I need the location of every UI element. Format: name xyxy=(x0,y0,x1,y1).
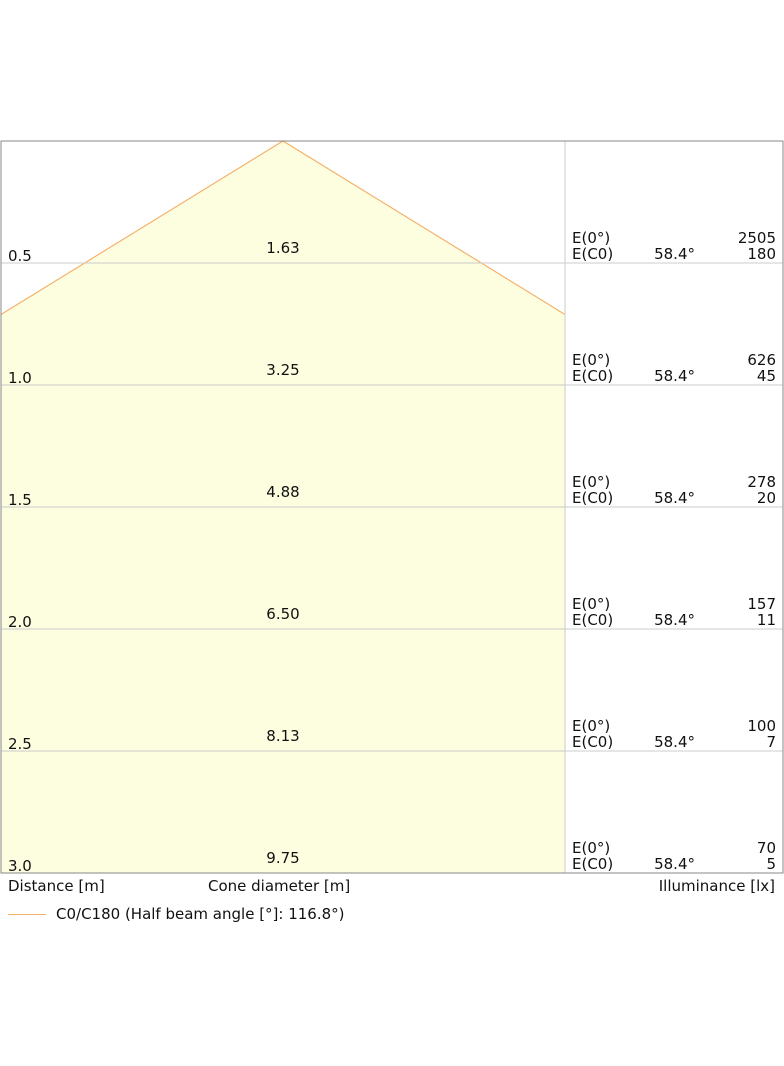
angle-label: 58.4° xyxy=(654,489,695,507)
e0-value: 157 xyxy=(747,595,776,613)
ec0-label: E(C0) xyxy=(572,611,613,629)
ec0-value: 7 xyxy=(766,733,776,751)
ec0-label: E(C0) xyxy=(572,367,613,385)
ec0-value: 5 xyxy=(766,855,776,873)
angle-label: 58.4° xyxy=(654,367,695,385)
distance-label: 2.5 xyxy=(8,735,32,753)
cone-diameter-axis-label: Cone diameter [m] xyxy=(208,877,351,895)
e0-value: 278 xyxy=(747,473,776,491)
angle-label: 58.4° xyxy=(654,855,695,873)
distance-label: 0.5 xyxy=(8,247,32,265)
e0-value: 626 xyxy=(747,351,776,369)
cone-diameter-label: 1.63 xyxy=(266,239,299,257)
angle-label: 58.4° xyxy=(654,245,695,263)
ec0-label: E(C0) xyxy=(572,245,613,263)
cone-diameter-label: 8.13 xyxy=(266,727,299,745)
chart-frame xyxy=(0,140,784,874)
e0-value: 70 xyxy=(757,839,776,857)
ec0-value: 11 xyxy=(757,611,776,629)
e0-label: E(0°) xyxy=(572,229,610,247)
legend: C0/C180 (Half beam angle [°]: 116.8°) xyxy=(8,904,345,924)
ec0-value: 180 xyxy=(747,245,776,263)
legend-label-c0-c180: C0/C180 (Half beam angle [°]: 116.8°) xyxy=(56,905,345,923)
e0-label: E(0°) xyxy=(572,839,610,857)
e0-value: 2505 xyxy=(738,229,776,247)
cone-diameter-label: 4.88 xyxy=(266,483,299,501)
ec0-label: E(C0) xyxy=(572,489,613,507)
distance-label: 1.5 xyxy=(8,491,32,509)
e0-label: E(0°) xyxy=(572,351,610,369)
e0-label: E(0°) xyxy=(572,473,610,491)
e0-label: E(0°) xyxy=(572,717,610,735)
cone-diameter-label: 3.25 xyxy=(266,361,299,379)
distance-label: 3.0 xyxy=(8,857,32,875)
legend-swatch-c0-c180 xyxy=(8,913,46,915)
ec0-label: E(C0) xyxy=(572,855,613,873)
angle-label: 58.4° xyxy=(654,733,695,751)
cone-diameter-label: 9.75 xyxy=(266,849,299,867)
cone-diameter-label: 6.50 xyxy=(266,605,299,623)
ec0-value: 20 xyxy=(757,489,776,507)
ec0-label: E(C0) xyxy=(572,733,613,751)
ec0-value: 45 xyxy=(757,367,776,385)
e0-value: 100 xyxy=(747,717,776,735)
angle-label: 58.4° xyxy=(654,611,695,629)
e0-label: E(0°) xyxy=(572,595,610,613)
distance-label: 2.0 xyxy=(8,613,32,631)
distance-label: 1.0 xyxy=(8,369,32,387)
illuminance-axis-label: Illuminance [lx] xyxy=(658,877,775,895)
distance-axis-label: Distance [m] xyxy=(8,877,105,895)
